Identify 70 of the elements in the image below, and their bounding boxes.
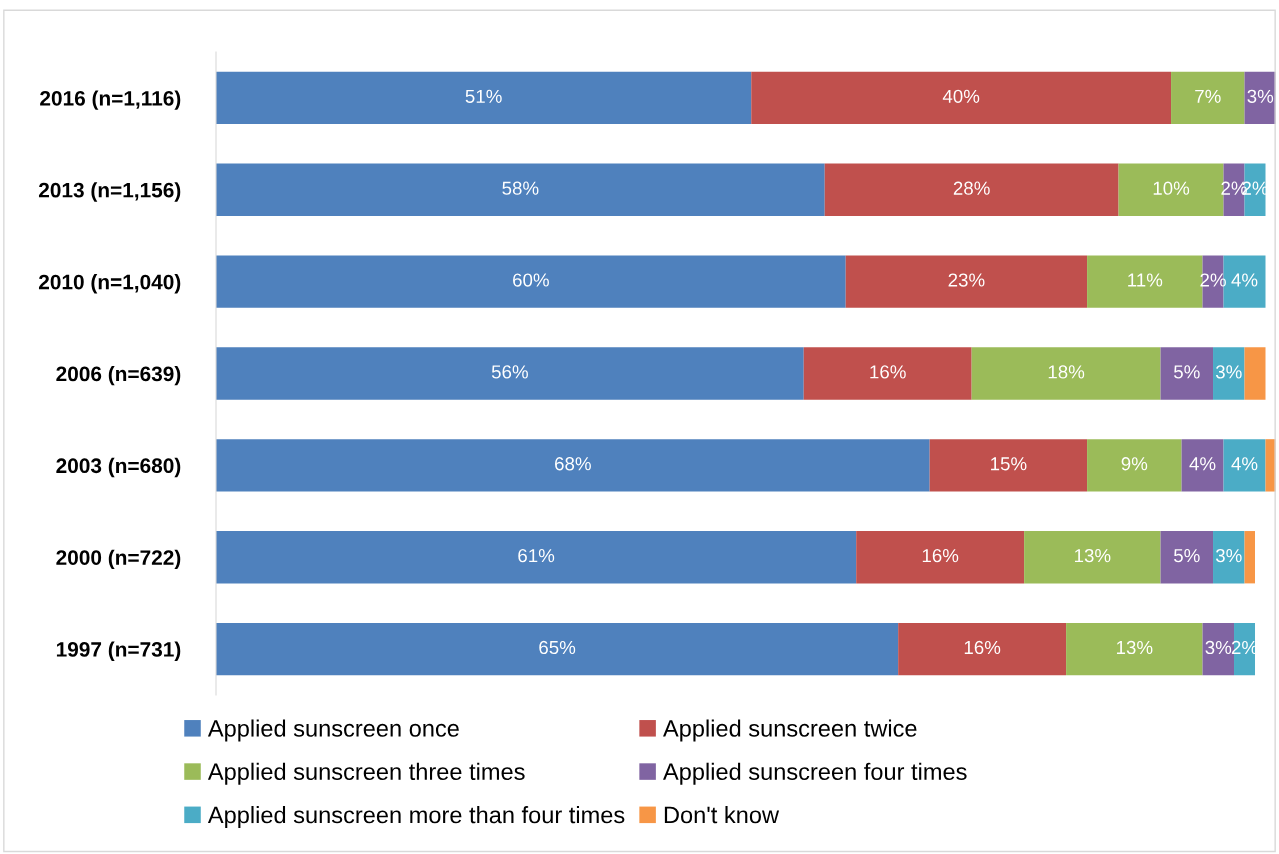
data-label: 4% <box>1189 457 1216 471</box>
bar <box>1223 439 1266 492</box>
bar <box>1160 347 1214 400</box>
bar <box>216 347 804 400</box>
bar <box>856 531 1025 584</box>
data-label: 16% <box>964 640 1001 655</box>
data-label: 40% <box>942 89 980 103</box>
bar <box>216 255 846 308</box>
bar <box>1213 531 1245 584</box>
legend-label: Applied sunscreen three times <box>207 762 525 785</box>
bar <box>216 71 752 125</box>
legend-label: Don't know <box>664 805 780 824</box>
data-label: 61% <box>518 548 555 563</box>
bar <box>216 163 825 216</box>
bar <box>216 439 930 492</box>
data-label: 7% <box>1195 89 1221 103</box>
data-label: 4% <box>1231 273 1258 287</box>
bar <box>751 71 1172 125</box>
bar <box>845 255 1088 308</box>
data-label: 16% <box>870 365 906 379</box>
bar <box>1171 71 1245 125</box>
bar <box>1244 531 1256 584</box>
bar <box>1066 622 1203 676</box>
legend-label: Applied sunscreen once <box>207 719 459 742</box>
data-label: 68% <box>555 457 591 471</box>
data-label: 9% <box>1121 457 1148 471</box>
bar <box>216 622 899 676</box>
data-label: 10% <box>1153 181 1190 195</box>
data-label: 3% <box>1215 548 1242 563</box>
y-tick-label: 2003 (n=680) <box>56 457 181 478</box>
bar <box>1160 531 1214 584</box>
y-tick-label: 2010 (n=1,040) <box>38 274 181 294</box>
data-label: 16% <box>922 548 959 563</box>
bar <box>803 347 972 400</box>
y-tick-label: 2016 (n=1,116) <box>40 90 181 110</box>
data-label: 5% <box>1173 549 1200 563</box>
bar <box>1024 531 1161 584</box>
data-label: 11% <box>1128 273 1163 287</box>
legend-label: Applied sunscreen twice <box>663 719 917 742</box>
data-label: 28% <box>953 181 990 195</box>
bar <box>1213 347 1245 400</box>
y-tick-label: 1997 (n=731) <box>56 641 181 661</box>
data-label: 3% <box>1205 640 1232 655</box>
data-label: 51% <box>465 89 502 103</box>
bar <box>929 439 1088 492</box>
bar <box>1244 347 1266 400</box>
bar <box>898 622 1067 676</box>
data-label: 56% <box>491 365 528 379</box>
legend-label: Applied sunscreen more than four times <box>207 805 625 828</box>
data-label: 13% <box>1116 640 1153 655</box>
data-label: 5% <box>1173 365 1200 379</box>
y-tick-label: 2013 (n=1,156) <box>38 182 181 202</box>
data-label: 3% <box>1247 89 1274 103</box>
bar <box>1087 439 1182 492</box>
data-label: 60% <box>513 273 549 287</box>
data-label: 13% <box>1075 548 1111 563</box>
data-label: 23% <box>948 273 985 287</box>
data-label: 65% <box>539 640 576 655</box>
data-label: 3% <box>1215 365 1242 379</box>
data-label: 58% <box>502 181 539 195</box>
data-label: 15% <box>991 457 1027 471</box>
y-tick-label: 2000 (n=722) <box>56 549 181 570</box>
y-tick-label: 2006 (n=639) <box>56 365 181 386</box>
data-label: 4% <box>1231 457 1258 471</box>
data-label: 18% <box>1048 365 1085 379</box>
bar <box>216 531 857 584</box>
legend-label: Applied sunscreen four times <box>663 762 967 785</box>
bar <box>971 347 1161 400</box>
bar <box>1181 439 1224 492</box>
bar <box>824 163 1119 216</box>
